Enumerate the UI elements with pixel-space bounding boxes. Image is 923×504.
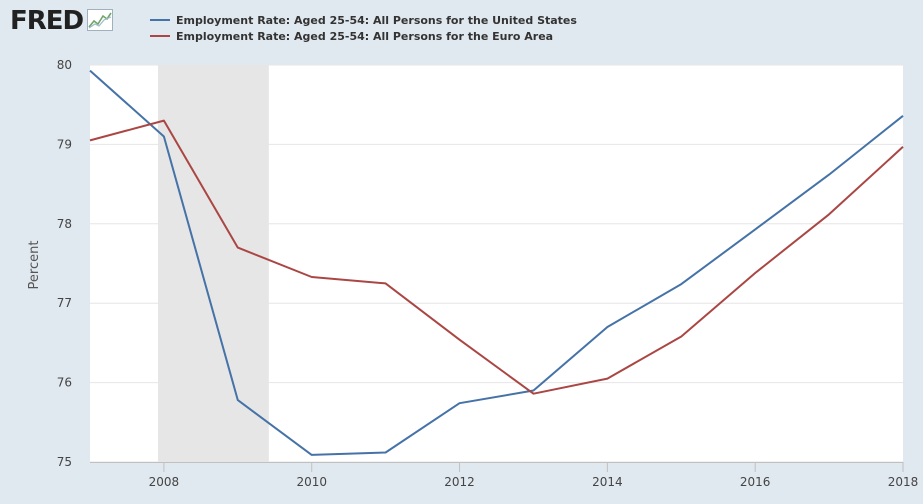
y-tick-label: 80 (57, 58, 72, 72)
series-line-euro (89, 119, 904, 395)
chart-header: FRED Employment Rate: Aged 25-54: All Pe… (0, 0, 923, 48)
legend-label-euro: Employment Rate: Aged 25-54: All Persons… (176, 29, 554, 43)
legend-label-us: Employment Rate: Aged 25-54: All Persons… (176, 13, 577, 27)
chart-legend: Employment Rate: Aged 25-54: All Persons… (150, 12, 577, 44)
x-tick-label: 2016 (740, 475, 771, 489)
y-tick-label: 77 (57, 296, 72, 310)
x-tick-label: 2008 (149, 475, 180, 489)
y-tick-label: 76 (57, 376, 72, 390)
x-tick-label: 2018 (888, 475, 919, 489)
x-tick-label: 2010 (296, 475, 327, 489)
y-tick-label: 79 (57, 137, 72, 151)
fred-logo[interactable]: FRED (10, 6, 114, 36)
y-tick-label: 78 (57, 217, 72, 231)
fred-chart-icon (87, 9, 114, 35)
x-tick-label: 2014 (592, 475, 623, 489)
y-tick-label: 75 (57, 455, 72, 469)
legend-item-us[interactable]: Employment Rate: Aged 25-54: All Persons… (150, 12, 577, 28)
x-tick-label: 2012 (444, 475, 475, 489)
legend-swatch-euro (150, 35, 170, 37)
logo-text: FRED (10, 6, 84, 36)
recession-band (157, 65, 269, 462)
series-line-us (89, 69, 904, 456)
legend-item-euro[interactable]: Employment Rate: Aged 25-54: All Persons… (150, 28, 577, 44)
legend-swatch-us (150, 19, 170, 21)
